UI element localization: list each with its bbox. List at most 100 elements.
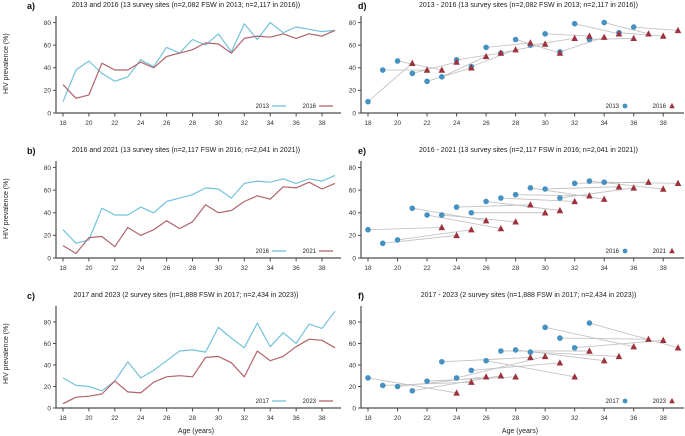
marker-triangle-2021 [453, 231, 460, 239]
y-tick-label: 80 [349, 165, 357, 172]
legend-label-2013: 2013 [256, 104, 270, 110]
marker-circle-2016 [483, 198, 489, 205]
x-tick-label: 26 [482, 265, 490, 272]
x-tick-label: 22 [111, 120, 119, 127]
x-tick-label: 36 [293, 120, 301, 127]
x-tick-label: 26 [163, 120, 171, 127]
x-tick-label: 20 [394, 120, 402, 127]
y-tick-label: 0 [352, 110, 356, 117]
y-tick-label: 20 [349, 88, 357, 95]
panel-e-title: 2016 - 2021 (13 survey sites (n=2,117 FS… [419, 147, 638, 154]
series-line-2013 [62, 21, 336, 102]
legend-swatch-circle-2013 [622, 103, 628, 109]
marker-circle-2017 [586, 320, 593, 326]
axes-line [55, 306, 341, 409]
marker-triangle-2021 [615, 183, 623, 190]
cohort-link [367, 62, 413, 103]
legend-label-2023: 2023 [653, 399, 667, 405]
cohort-link [545, 186, 619, 190]
x-tick-label: 32 [241, 265, 249, 272]
panel-a: a) 2013 and 2016 (13 survey sites (n=2,0… [0, 0, 342, 145]
cohort-link [589, 322, 679, 349]
marker-triangle-2016 [438, 66, 446, 73]
cohort-link [486, 201, 560, 211]
y-tick-label: 0 [47, 405, 51, 412]
series-line-2017 [62, 310, 336, 392]
marker-triangle-2016 [645, 30, 652, 37]
x-tick-label: 22 [111, 415, 119, 422]
marker-circle-2016 [571, 180, 578, 187]
x-tick-label: 36 [630, 415, 638, 422]
y-tick-label: 40 [349, 210, 357, 217]
cohort-link [456, 52, 501, 61]
cohort-link [471, 49, 516, 68]
y-tick-label: 60 [349, 341, 357, 348]
marker-circle-2016 [468, 209, 475, 216]
marker-circle-2017 [453, 375, 460, 381]
x-tick-label: 34 [267, 265, 275, 272]
panel-f: f) 2017 - 2023 (2 survey sites (n=1,888 … [342, 290, 685, 436]
marker-circle-2017 [424, 378, 430, 384]
panel-a-chart: 0 20 40 60 80 18 20 22 24 26 28 30 32 34 36 38 2013 2016 [44, 16, 341, 127]
panel-c-label: c) [27, 291, 36, 301]
x-tick-label: 32 [571, 415, 579, 422]
panel-c-chart: 0 20 40 60 80 18 20 22 24 26 28 30 32 34 36 38 2017 2023 [44, 306, 341, 422]
y-tick-label: 0 [352, 255, 356, 262]
legend-label-2017: 2017 [256, 399, 270, 405]
panel-e: e) 2016 - 2021 (13 survey sites (n=2,117… [342, 145, 685, 290]
y-tick-label: 20 [44, 233, 52, 240]
y-tick-label: 40 [349, 362, 357, 369]
axes-line [360, 161, 684, 259]
x-tick-label: 30 [215, 415, 223, 422]
marker-circle-2017 [409, 387, 416, 394]
marker-triangle-2021 [645, 178, 652, 185]
y-tick-label: 40 [349, 65, 357, 72]
legend-swatch-triangle-2023 [669, 397, 675, 404]
marker-circle-2013 [542, 31, 548, 37]
marker-circle-2013 [365, 98, 371, 105]
marker-circle-2016 [557, 195, 563, 201]
marker-triangle-2023 [541, 352, 549, 360]
y-tick-label: 20 [349, 384, 357, 391]
x-tick-label: 38 [318, 415, 326, 422]
panel-d-label: d) [358, 1, 367, 11]
marker-triangle-2023 [600, 357, 608, 364]
legend-label-2021: 2021 [303, 249, 317, 255]
legend-swatch-triangle-2016 [669, 102, 675, 109]
marker-circle-2013 [512, 36, 519, 43]
legend-label-2023: 2023 [303, 399, 317, 405]
y-tick-label: 40 [44, 362, 52, 369]
x-tick-label: 32 [241, 120, 249, 127]
panel-f-x-axis-title: Age (years) [501, 428, 539, 435]
marker-triangle-2023 [630, 343, 638, 350]
axes-line [55, 161, 341, 259]
x-tick-label: 28 [189, 265, 197, 272]
y-tick-label: 20 [44, 88, 52, 95]
panel-e-chart: 0 20 40 60 80 18 20 22 24 26 28 30 32 34 36 38 2016 2021 [349, 161, 684, 272]
panel-a-label: a) [27, 1, 36, 11]
marker-triangle-2016 [497, 49, 505, 56]
legend-swatch-triangle-2021 [669, 247, 675, 254]
x-tick-label: 24 [453, 265, 461, 272]
marker-triangle-2021 [482, 217, 490, 224]
marker-triangle-2021 [556, 206, 564, 214]
cohort-link [397, 60, 442, 71]
marker-triangle-2023 [659, 336, 667, 343]
marker-triangle-2021 [600, 195, 608, 202]
x-tick-label: 22 [111, 265, 119, 272]
marker-circle-2016 [527, 185, 534, 191]
x-tick-label: 28 [512, 415, 520, 422]
panel-c-x-axis-title: Age (years) [177, 428, 215, 435]
panel-f-label: f) [358, 291, 364, 301]
legend-label-2016: 2016 [606, 249, 620, 255]
x-tick-label: 30 [215, 265, 223, 272]
x-tick-label: 26 [482, 415, 490, 422]
cohort-link [589, 37, 634, 40]
marker-circle-2013 [483, 44, 489, 51]
x-tick-label: 38 [318, 120, 326, 127]
marker-triangle-2023 [674, 344, 682, 351]
legend-label-2017: 2017 [606, 399, 620, 405]
marker-triangle-2023 [468, 378, 475, 385]
y-tick-label: 60 [44, 42, 52, 49]
marker-triangle-2023 [482, 373, 490, 380]
